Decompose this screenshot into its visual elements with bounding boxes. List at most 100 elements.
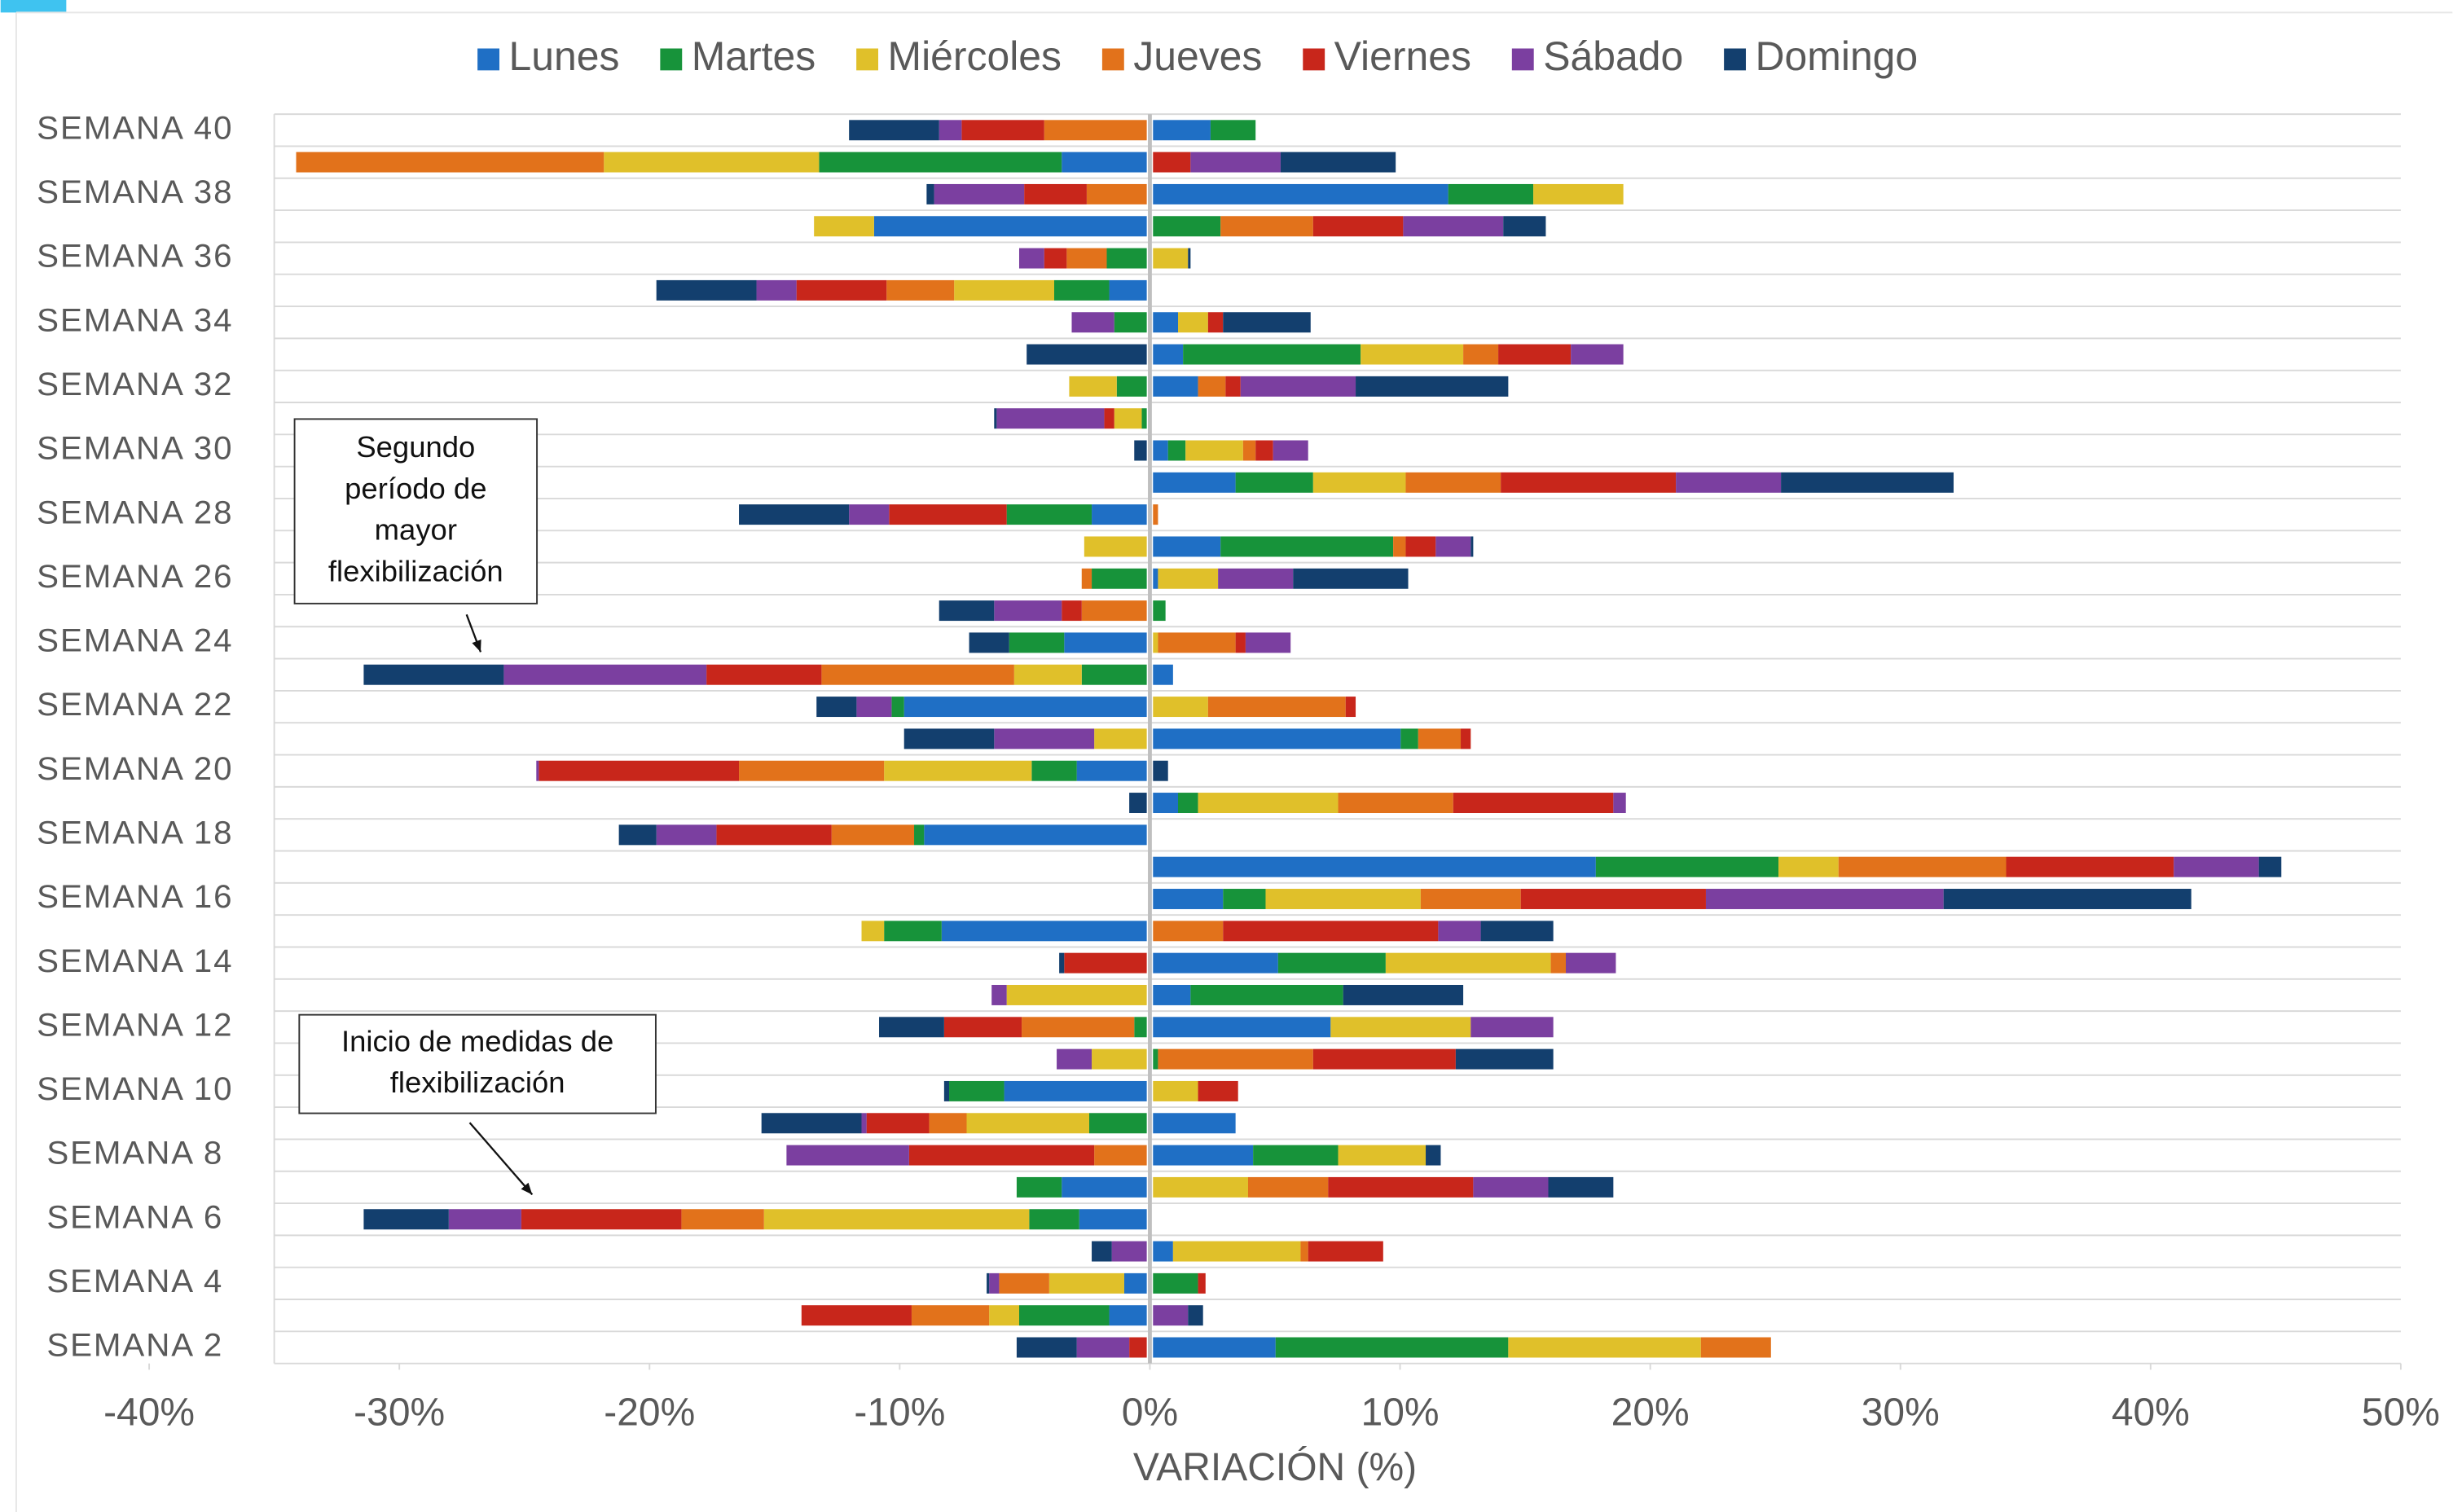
bar-segment [1071,312,1114,333]
y-tick-label: SEMANA 38 [37,174,233,210]
bar-segment [914,824,925,846]
bar-segment [1223,921,1439,942]
bar-segment [1153,1080,1198,1101]
bar-segment [1059,952,1065,974]
bar-segment [681,1209,764,1230]
bar-segment [994,728,1095,749]
bar-segment [1280,152,1396,173]
bar-segment [884,921,942,942]
bar-segment [1223,889,1266,909]
bar-segment [1153,952,1278,974]
bar-segment [1571,344,1624,365]
bar-segment [926,183,934,204]
bar-segment [1153,1176,1248,1198]
bar-segment [856,697,892,718]
bar-segment [1153,472,1236,493]
bar-segment [1153,793,1179,814]
bar-segment [1057,1048,1092,1070]
bar-segment [1158,568,1219,589]
bar-segment [1109,1305,1147,1326]
y-tick-label: SEMANA 40 [37,109,233,146]
y-tick-label: SEMANA 16 [37,878,233,915]
bar-segment [1338,793,1453,814]
x-tick-label: 20% [1611,1391,1690,1435]
bar-segment [1153,120,1211,141]
bar-segment [1198,793,1339,814]
legend-label: Jueves [1133,33,1262,79]
x-tick-label: 50% [2362,1391,2440,1435]
bar-segment [939,120,962,141]
y-tick-label: SEMANA 32 [37,366,233,402]
bar-segment [1312,1048,1456,1070]
bar-segment [1533,183,1624,204]
bar-segment [521,1209,682,1230]
bar-segment [1158,632,1236,653]
legend-label: Sábado [1543,33,1683,79]
bar-segment [1064,632,1147,653]
bar-segment [1004,1080,1147,1101]
bar-segment [1153,183,1449,204]
annotation-arrowhead [472,640,481,653]
legend-label: Miércoles [888,33,1062,79]
bar-segment [1153,889,1224,909]
bar-segment [1129,1337,1147,1358]
bar-segment [908,1145,1095,1166]
bar-segment [801,1305,912,1326]
bar-segment [1053,279,1110,301]
bar-segment [1247,1176,1329,1198]
bar-segment [1255,440,1273,461]
bar-segment [1153,504,1158,525]
bar-segment [1253,1145,1339,1166]
bar-segment [1104,408,1114,429]
bar-segment [1473,1176,1549,1198]
legend-label: Lunes [509,33,620,79]
bar-segment [763,1209,1030,1230]
bar-segment [1153,984,1191,1005]
bar-segment [1079,1209,1147,1230]
bar-segment [884,760,1032,781]
bar-segment [994,600,1062,622]
x-tick-label: 30% [1862,1391,1940,1435]
bar-segment [1081,600,1147,622]
bar-segment [1092,1048,1147,1070]
bar-segment [1435,536,1471,557]
bar-segment [761,1113,862,1134]
bar-segment [1328,1176,1474,1198]
bar-segment [996,408,1105,429]
bar-segment [1172,1241,1301,1262]
bar-segment [1207,312,1224,333]
bar-segment [989,1305,1019,1326]
bar-segment [1062,600,1082,622]
bar-segment [1293,568,1409,589]
bar-segment [1153,440,1168,461]
bar-segment [814,216,874,237]
bar-segment [1461,728,1471,749]
bar-segment [1393,536,1406,557]
x-tick-label: 10% [1361,1391,1440,1435]
bar-segment [1153,1048,1158,1070]
y-tick-label: SEMANA 10 [37,1070,233,1107]
bar-segment [1700,1337,1771,1358]
y-tick-label: SEMANA 26 [37,558,233,595]
bar-segment [1153,921,1224,942]
bar-segment [1081,664,1147,685]
y-tick-label: SEMANA 6 [46,1198,223,1235]
bar-segment [1158,1048,1313,1070]
bar-segment [1470,1017,1554,1038]
y-tick-label: SEMANA 22 [37,686,233,723]
bar-segment [1092,1241,1112,1262]
bar-segment [1223,312,1311,333]
legend-swatch [1101,48,1124,71]
bar-segment [1548,1176,1614,1198]
annotation-arrowhead [521,1182,533,1195]
x-tick-label: -30% [354,1391,445,1435]
bar-segment [1198,1272,1206,1294]
bar-segment [1009,632,1065,653]
annotation-text: Segundo [356,430,475,464]
x-tick-label: -40% [103,1391,195,1435]
bar-segment [849,120,939,141]
bar-segment [1006,984,1147,1005]
annotation-box [298,1013,657,1114]
bar-segment [1265,889,1421,909]
